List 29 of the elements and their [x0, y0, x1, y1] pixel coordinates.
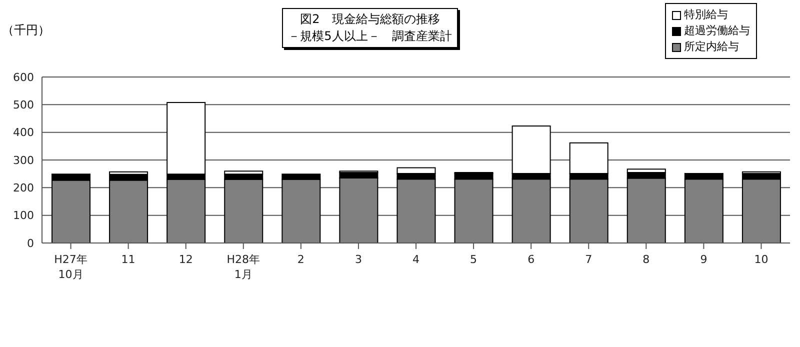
bar: [339, 177, 378, 243]
bar: [224, 178, 264, 243]
x-tick-label: 10: [754, 253, 768, 266]
x-tick-label: 6: [528, 253, 535, 266]
x-tick-label: 4: [412, 253, 420, 266]
y-axis-title: （千円）: [2, 22, 50, 39]
legend-label: 特別給与: [684, 7, 728, 23]
y-tick-label: 500: [13, 98, 34, 112]
x-tick-label: H28年 1月: [226, 253, 260, 281]
chart-title: 図2 現金給与総額の推移: [299, 11, 441, 28]
y-tick-label: 600: [13, 70, 34, 84]
bar: [166, 178, 206, 243]
y-tick-label: 300: [13, 154, 34, 167]
x-tick-label: 9: [700, 253, 708, 266]
x-tick-label: 5: [470, 253, 478, 266]
x-tick-label: H27年 10月: [54, 253, 88, 281]
x-tick-label: 2: [297, 253, 304, 266]
chart-subtitle: －規模5人以上－ 調査産業計: [287, 28, 453, 45]
legend-label: 所定内給与: [684, 39, 739, 55]
y-tick-label: 200: [13, 182, 34, 195]
y-tick-label: 100: [13, 209, 34, 222]
legend-label: 超過労働給与: [684, 23, 750, 39]
y-tick-label: 0: [27, 236, 34, 250]
x-tick-label: 3: [354, 253, 362, 266]
y-tick-label: 400: [13, 126, 34, 140]
x-tick-label: 12: [178, 253, 193, 266]
x-tick-label: 7: [585, 253, 592, 266]
x-tick-label: 8: [642, 253, 650, 266]
x-tick-label: 11: [121, 253, 136, 266]
